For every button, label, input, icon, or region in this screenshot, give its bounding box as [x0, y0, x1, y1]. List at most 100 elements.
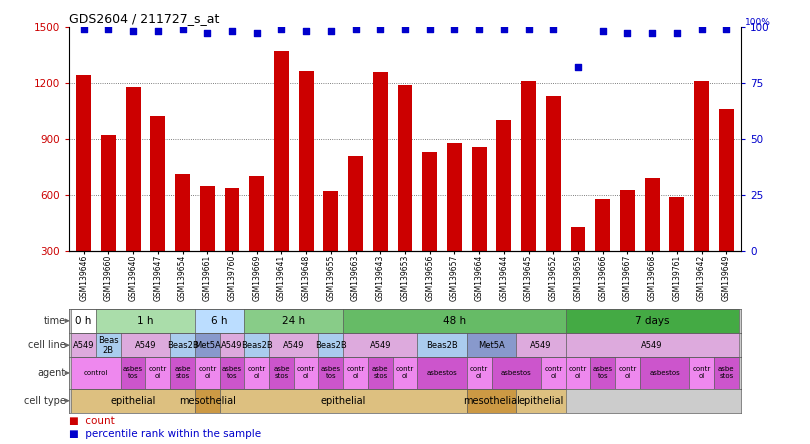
Bar — [615, 357, 640, 388]
Text: Beas2B: Beas2B — [167, 341, 198, 350]
Text: 24 h: 24 h — [282, 316, 305, 326]
Bar — [640, 357, 689, 388]
Text: ■  count: ■ count — [69, 416, 114, 426]
Bar — [343, 333, 417, 357]
Text: epithelial: epithelial — [518, 396, 564, 406]
Text: 7 days: 7 days — [635, 316, 669, 326]
Bar — [714, 357, 739, 388]
Bar — [565, 357, 590, 388]
Text: Beas2B: Beas2B — [426, 341, 458, 350]
Bar — [447, 143, 462, 307]
Point — [126, 28, 139, 35]
Text: cell line: cell line — [28, 340, 66, 350]
Bar — [719, 109, 734, 307]
Text: A549: A549 — [134, 341, 156, 350]
Bar — [220, 388, 467, 413]
Text: epithelial: epithelial — [321, 396, 366, 406]
Text: cell type: cell type — [23, 396, 66, 406]
Bar — [224, 188, 240, 307]
Bar — [101, 135, 116, 307]
Bar — [670, 197, 684, 307]
Text: Beas2B: Beas2B — [315, 341, 347, 350]
Text: A549: A549 — [283, 341, 305, 350]
Bar — [121, 357, 146, 388]
Text: contr
ol: contr ol — [149, 366, 167, 380]
Bar — [71, 388, 195, 413]
Bar — [195, 333, 220, 357]
Point — [572, 63, 585, 71]
Bar — [274, 51, 289, 307]
Bar — [620, 190, 635, 307]
Text: contr
ol: contr ol — [297, 366, 315, 380]
Point — [250, 30, 263, 37]
Bar — [71, 333, 96, 357]
Point — [151, 28, 164, 35]
Point — [275, 25, 288, 32]
Text: control: control — [84, 370, 109, 376]
Bar — [516, 333, 565, 357]
Bar — [590, 357, 615, 388]
Text: 100%: 100% — [744, 18, 770, 27]
Bar — [595, 198, 610, 307]
Text: mesothelial: mesothelial — [463, 396, 520, 406]
Point — [349, 25, 362, 32]
Text: A549: A549 — [221, 341, 243, 350]
Bar — [269, 357, 294, 388]
Text: A549: A549 — [73, 341, 95, 350]
Point — [547, 25, 560, 32]
Bar — [245, 357, 269, 388]
Text: asbe
stos: asbe stos — [718, 366, 735, 380]
Bar — [398, 84, 412, 307]
Text: asbe
stos: asbe stos — [372, 366, 389, 380]
Bar — [318, 333, 343, 357]
Point — [424, 25, 437, 32]
Point — [671, 30, 684, 37]
Text: asbestos: asbestos — [649, 370, 680, 376]
Point — [720, 25, 733, 32]
Bar — [565, 309, 739, 333]
Point — [596, 28, 609, 35]
Text: time: time — [44, 316, 66, 326]
Text: contr
ol: contr ol — [347, 366, 364, 380]
Bar — [299, 71, 313, 307]
Bar — [570, 226, 586, 307]
Point — [399, 25, 411, 32]
Text: 0 h: 0 h — [75, 316, 92, 326]
Bar — [467, 388, 516, 413]
Bar — [220, 357, 245, 388]
Text: GDS2604 / 211727_s_at: GDS2604 / 211727_s_at — [69, 12, 220, 25]
Bar — [393, 357, 417, 388]
Bar — [645, 178, 659, 307]
Text: asbestos: asbestos — [427, 370, 458, 376]
Point — [201, 30, 214, 37]
Text: A549: A549 — [369, 341, 391, 350]
Bar — [220, 333, 245, 357]
Text: asbes
tos: asbes tos — [593, 366, 613, 380]
Text: epithelial: epithelial — [110, 396, 156, 406]
Text: ■  percentile rank within the sample: ■ percentile rank within the sample — [69, 429, 261, 439]
Text: contr
ol: contr ol — [396, 366, 414, 380]
Text: agent: agent — [37, 368, 66, 378]
Bar — [146, 357, 170, 388]
Point — [448, 25, 461, 32]
Text: asbes
tos: asbes tos — [222, 366, 242, 380]
Bar — [689, 357, 714, 388]
Point — [77, 25, 90, 32]
Text: 48 h: 48 h — [443, 316, 466, 326]
Text: asbe
stos: asbe stos — [174, 366, 191, 380]
Text: contr
ol: contr ol — [693, 366, 710, 380]
Bar — [170, 333, 195, 357]
Bar — [516, 388, 565, 413]
Bar — [521, 81, 536, 307]
Point — [646, 30, 659, 37]
Bar — [497, 120, 511, 307]
Text: Met5A: Met5A — [194, 341, 220, 350]
Text: 1 h: 1 h — [137, 316, 154, 326]
Bar — [151, 116, 165, 307]
Text: contr
ol: contr ol — [198, 366, 216, 380]
Text: 6 h: 6 h — [211, 316, 228, 326]
Point — [621, 30, 634, 37]
Bar — [249, 176, 264, 307]
Bar — [175, 174, 190, 307]
Text: A549: A549 — [642, 341, 663, 350]
